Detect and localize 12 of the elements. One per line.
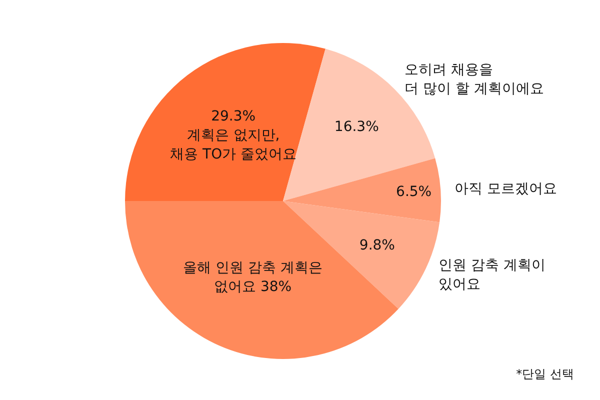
data-label: 16.3% [334,119,379,136]
data-label: 6.5% [396,184,432,200]
slice-label: 오히려 채용을 더 많이 할 계획이에요 [404,62,544,97]
slice-label: 올해 인원 감축 계획은 없어요 38% [183,260,323,295]
slice-label: 계획은 없지만, 채용 TO가 줄었어요 [170,128,297,163]
slice-label: 아직 모르겠어요 [454,181,558,198]
pie-slice [125,43,326,201]
text: *단일 선택 [516,367,574,381]
data-label: 9.8% [359,238,395,254]
slice-label: 인원 감축 계획이 있어요 [438,257,546,292]
pie-slice [125,201,398,359]
data-label: 29.3% [211,108,256,125]
